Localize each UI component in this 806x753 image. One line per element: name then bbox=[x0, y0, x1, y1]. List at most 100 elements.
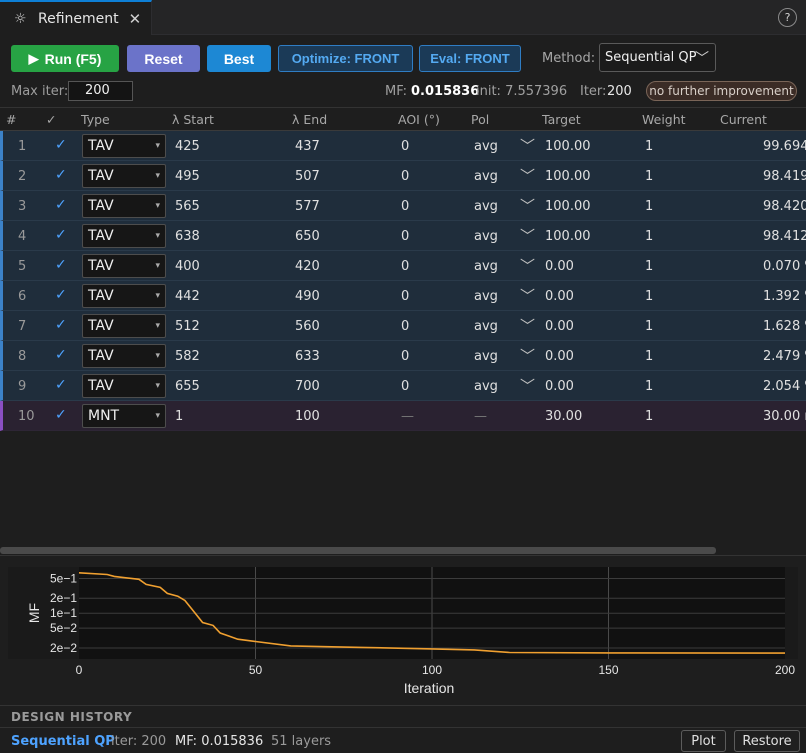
enabled-checkbox[interactable]: ✓ bbox=[55, 197, 67, 213]
lambda-start-cell[interactable]: 512 bbox=[175, 319, 200, 334]
lambda-start-cell[interactable]: 425 bbox=[175, 139, 200, 154]
table-row[interactable]: 5 ✓ TAV ▾ 400 420 0 avg ﹀ 0.00 1 0.070 % bbox=[0, 251, 806, 281]
chevron-down-icon[interactable]: ﹀ bbox=[520, 317, 536, 335]
enabled-checkbox[interactable]: ✓ bbox=[55, 407, 67, 423]
aoi-cell[interactable]: 0 bbox=[401, 349, 410, 364]
history-restore-button[interactable]: Restore bbox=[734, 730, 800, 752]
table-row[interactable]: 6 ✓ TAV ▾ 442 490 0 avg ﹀ 0.00 1 1.392 % bbox=[0, 281, 806, 311]
eval-side-button[interactable]: Eval: FRONT bbox=[419, 45, 521, 72]
table-row[interactable]: 3 ✓ TAV ▾ 565 577 0 avg ﹀ 100.00 1 98.420 % bbox=[0, 191, 806, 221]
chevron-down-icon[interactable]: ﹀ bbox=[520, 377, 536, 395]
weight-cell[interactable]: 1 bbox=[645, 199, 654, 214]
pol-cell[interactable]: avg bbox=[474, 379, 498, 394]
type-select[interactable]: MNT ▾ bbox=[82, 404, 166, 428]
type-select[interactable]: TAV ▾ bbox=[82, 314, 166, 338]
aoi-cell[interactable]: 0 bbox=[401, 379, 410, 394]
lambda-end-cell[interactable]: 420 bbox=[295, 259, 320, 274]
table-row[interactable]: 10 ✓ MNT ▾ 1 100 — — 30.00 1 30.00 nm bbox=[0, 401, 806, 431]
chevron-down-icon[interactable]: ﹀ bbox=[520, 227, 536, 245]
pol-cell[interactable]: avg bbox=[474, 319, 498, 334]
type-select[interactable]: TAV ▾ bbox=[82, 344, 166, 368]
lambda-end-cell[interactable]: 700 bbox=[295, 379, 320, 394]
close-icon[interactable]: ✕ bbox=[128, 9, 142, 28]
lambda-end-cell[interactable]: 633 bbox=[295, 349, 320, 364]
lambda-end-cell[interactable]: 560 bbox=[295, 319, 320, 334]
enabled-checkbox[interactable]: ✓ bbox=[55, 317, 67, 333]
lambda-end-cell[interactable]: 650 bbox=[295, 229, 320, 244]
lambda-end-cell[interactable]: 490 bbox=[295, 289, 320, 304]
pol-cell[interactable]: avg bbox=[474, 199, 498, 214]
aoi-cell[interactable]: 0 bbox=[401, 199, 410, 214]
type-select[interactable]: TAV ▾ bbox=[82, 374, 166, 398]
optimize-side-button[interactable]: Optimize: FRONT bbox=[278, 45, 413, 72]
history-entry[interactable]: Sequential QP iter: 200 MF: 0.015836 51 … bbox=[0, 729, 806, 753]
enabled-checkbox[interactable]: ✓ bbox=[55, 377, 67, 393]
weight-cell[interactable]: 1 bbox=[645, 409, 654, 424]
table-row[interactable]: 1 ✓ TAV ▾ 425 437 0 avg ﹀ 100.00 1 99.694 % bbox=[0, 131, 806, 161]
target-cell[interactable]: 100.00 bbox=[545, 139, 591, 154]
pol-cell[interactable]: avg bbox=[474, 289, 498, 304]
type-select[interactable]: TAV ▾ bbox=[82, 134, 166, 158]
pol-cell[interactable]: — bbox=[474, 409, 487, 424]
table-row[interactable]: 2 ✓ TAV ▾ 495 507 0 avg ﹀ 100.00 1 98.419 % bbox=[0, 161, 806, 191]
table-row[interactable]: 9 ✓ TAV ▾ 655 700 0 avg ﹀ 0.00 1 2.054 % bbox=[0, 371, 806, 401]
reset-button[interactable]: Reset bbox=[127, 45, 200, 72]
pol-cell[interactable]: avg bbox=[474, 169, 498, 184]
weight-cell[interactable]: 1 bbox=[645, 319, 654, 334]
lambda-end-cell[interactable]: 507 bbox=[295, 169, 320, 184]
target-cell[interactable]: 100.00 bbox=[545, 229, 591, 244]
lambda-end-cell[interactable]: 437 bbox=[295, 139, 320, 154]
help-button[interactable]: ? bbox=[778, 8, 797, 27]
horizontal-scrollbar[interactable] bbox=[0, 547, 716, 554]
enabled-checkbox[interactable]: ✓ bbox=[55, 137, 67, 153]
type-select[interactable]: TAV ▾ bbox=[82, 224, 166, 248]
target-cell[interactable]: 0.00 bbox=[545, 259, 574, 274]
type-select[interactable]: TAV ▾ bbox=[82, 164, 166, 188]
target-cell[interactable]: 100.00 bbox=[545, 199, 591, 214]
weight-cell[interactable]: 1 bbox=[645, 259, 654, 274]
weight-cell[interactable]: 1 bbox=[645, 139, 654, 154]
chevron-down-icon[interactable]: ﹀ bbox=[520, 347, 536, 365]
aoi-cell[interactable]: 0 bbox=[401, 169, 410, 184]
lambda-start-cell[interactable]: 582 bbox=[175, 349, 200, 364]
chevron-down-icon[interactable]: ﹀ bbox=[520, 257, 536, 275]
chevron-down-icon[interactable]: ﹀ bbox=[520, 197, 536, 215]
aoi-cell[interactable]: 0 bbox=[401, 289, 410, 304]
type-select[interactable]: TAV ▾ bbox=[82, 194, 166, 218]
weight-cell[interactable]: 1 bbox=[645, 169, 654, 184]
weight-cell[interactable]: 1 bbox=[645, 289, 654, 304]
pol-cell[interactable]: avg bbox=[474, 229, 498, 244]
type-select[interactable]: TAV ▾ bbox=[82, 284, 166, 308]
max-iter-input[interactable]: 200 bbox=[68, 81, 133, 101]
weight-cell[interactable]: 1 bbox=[645, 349, 654, 364]
tab-refinement[interactable]: ☼ Refinement ✕ bbox=[0, 0, 152, 35]
lambda-start-cell[interactable]: 565 bbox=[175, 199, 200, 214]
aoi-cell[interactable]: — bbox=[401, 409, 414, 424]
table-row[interactable]: 8 ✓ TAV ▾ 582 633 0 avg ﹀ 0.00 1 2.479 % bbox=[0, 341, 806, 371]
target-cell[interactable]: 0.00 bbox=[545, 289, 574, 304]
method-select[interactable]: Sequential QP ﹀ bbox=[599, 43, 716, 72]
type-select[interactable]: TAV ▾ bbox=[82, 254, 166, 278]
table-row[interactable]: 4 ✓ TAV ▾ 638 650 0 avg ﹀ 100.00 1 98.412 % bbox=[0, 221, 806, 251]
aoi-cell[interactable]: 0 bbox=[401, 229, 410, 244]
aoi-cell[interactable]: 0 bbox=[401, 319, 410, 334]
target-cell[interactable]: 0.00 bbox=[545, 319, 574, 334]
weight-cell[interactable]: 1 bbox=[645, 379, 654, 394]
run-button[interactable]: ▶ Run (F5) bbox=[11, 45, 119, 72]
lambda-end-cell[interactable]: 100 bbox=[295, 409, 320, 424]
lambda-start-cell[interactable]: 495 bbox=[175, 169, 200, 184]
history-plot-button[interactable]: Plot bbox=[681, 730, 726, 752]
table-row[interactable]: 7 ✓ TAV ▾ 512 560 0 avg ﹀ 0.00 1 1.628 % bbox=[0, 311, 806, 341]
target-cell[interactable]: 0.00 bbox=[545, 349, 574, 364]
target-cell[interactable]: 100.00 bbox=[545, 169, 591, 184]
lambda-start-cell[interactable]: 400 bbox=[175, 259, 200, 274]
enabled-checkbox[interactable]: ✓ bbox=[55, 347, 67, 363]
pol-cell[interactable]: avg bbox=[474, 259, 498, 274]
aoi-cell[interactable]: 0 bbox=[401, 139, 410, 154]
lambda-start-cell[interactable]: 638 bbox=[175, 229, 200, 244]
chevron-down-icon[interactable]: ﹀ bbox=[520, 287, 536, 305]
enabled-checkbox[interactable]: ✓ bbox=[55, 287, 67, 303]
lambda-start-cell[interactable]: 1 bbox=[175, 409, 184, 424]
enabled-checkbox[interactable]: ✓ bbox=[55, 257, 67, 273]
lambda-start-cell[interactable]: 442 bbox=[175, 289, 200, 304]
